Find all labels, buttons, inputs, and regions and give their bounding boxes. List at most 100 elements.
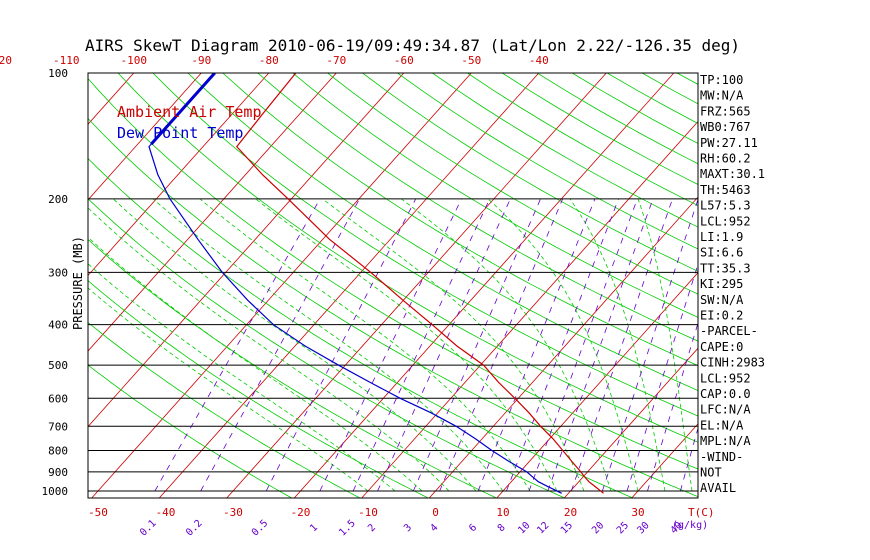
mixing-ratio-line xyxy=(506,198,619,492)
index-item: -WIND- xyxy=(700,450,743,464)
moist-adiabat-line xyxy=(88,236,423,492)
index-item: TT:35.3 xyxy=(700,261,751,275)
isotherm-line xyxy=(88,73,405,428)
isotherm-line xyxy=(0,73,66,500)
dry-adiabat-line xyxy=(782,73,870,500)
index-item: SI:6.6 xyxy=(700,246,743,260)
index-item: FRZ:565 xyxy=(700,104,751,118)
mixing-ratio-tick: 25 xyxy=(615,520,631,536)
dry-adiabat-line xyxy=(187,73,698,391)
dry-adiabat-line xyxy=(327,73,698,295)
dry-adiabat-line xyxy=(88,198,566,498)
bottom-temperature-tick: -50 xyxy=(88,506,108,519)
mixing-ratio-tick: 6 xyxy=(467,522,479,534)
dew-point-temp-upper-line xyxy=(150,73,216,146)
moist-adiabat-line xyxy=(88,263,396,492)
index-item: EL:N/A xyxy=(700,418,744,432)
mixing-ratio-line xyxy=(570,198,673,492)
index-item: CAP:0.0 xyxy=(700,387,751,401)
mixing-ratio-unit-label: (g/kg) xyxy=(672,520,708,531)
mixing-ratio-tick: 30 xyxy=(635,520,651,536)
index-item: MW:N/A xyxy=(700,89,744,103)
dry-adiabat-line xyxy=(117,73,698,443)
mixing-ratio-line xyxy=(528,198,638,492)
pressure-tick: 600 xyxy=(48,392,68,405)
index-item: LFC:N/A xyxy=(700,403,751,417)
index-item: CINH:2983 xyxy=(700,356,765,370)
isotherm-line xyxy=(428,196,698,498)
index-item: PW:27.11 xyxy=(700,136,758,150)
index-item: MPL:N/A xyxy=(700,434,751,448)
dry-adiabat-line xyxy=(817,73,870,500)
isotherm-line xyxy=(361,120,698,498)
mixing-ratio-line xyxy=(547,198,654,492)
top-temperature-tick: -50 xyxy=(461,54,481,67)
mixing-ratio-line xyxy=(626,263,698,492)
isotherm-line xyxy=(88,73,135,125)
dew-point-temp-line xyxy=(148,73,562,494)
legend-dew-point-temp: Dew Point Temp xyxy=(117,124,243,142)
dry-adiabat-line xyxy=(222,73,698,367)
dry-adiabat-line xyxy=(88,238,498,498)
mixing-ratio-line xyxy=(319,198,462,492)
bottom-temperature-tick: 30 xyxy=(631,506,644,519)
bottom-temperature-tick: -30 xyxy=(223,506,243,519)
mixing-ratio-line xyxy=(412,198,541,492)
index-item: TH:5463 xyxy=(700,183,751,197)
moist-adiabat-line xyxy=(88,207,450,492)
index-item: AVAIL xyxy=(700,481,736,495)
top-temperature-tick: -90 xyxy=(191,54,211,67)
mixing-ratio-line xyxy=(601,198,698,492)
legend-ambient-air-temp: Ambient Air Temp xyxy=(117,103,262,121)
pressure-tick: 800 xyxy=(48,444,68,457)
top-temperature-tick: -110 xyxy=(53,54,80,67)
index-item: MAXT:30.1 xyxy=(700,167,765,181)
moist-adiabat-line xyxy=(199,198,531,492)
top-temperature-tick: -80 xyxy=(259,54,279,67)
mixing-ratio-tick: 2 xyxy=(366,522,378,534)
mixing-ratio-tick: 12 xyxy=(535,520,551,536)
isotherm-line xyxy=(765,73,870,500)
moist-adiabat-line xyxy=(401,198,612,492)
moist-adiabat-line xyxy=(322,198,585,492)
index-item: NOT xyxy=(700,466,722,480)
index-item: SW:N/A xyxy=(700,293,744,307)
pressure-tick: 700 xyxy=(48,420,68,433)
dry-adiabat-line xyxy=(852,73,870,500)
isotherm-line xyxy=(293,73,675,498)
pressure-tick: 300 xyxy=(48,266,68,279)
bottom-temperature-tick: -10 xyxy=(358,506,378,519)
dry-adiabat-line xyxy=(88,280,430,498)
index-item: L57:5.3 xyxy=(700,199,751,213)
top-temperature-tick: -120 xyxy=(0,54,12,67)
mixing-ratio-tick: 3 xyxy=(402,522,414,534)
isotherm-line xyxy=(631,423,698,498)
mixing-ratio-tick: 15 xyxy=(559,520,575,536)
top-temperature-tick: -100 xyxy=(121,54,148,67)
index-item: RH:60.2 xyxy=(700,152,751,166)
top-temperature-tick: -60 xyxy=(394,54,414,67)
bottom-temperature-tick: 20 xyxy=(564,506,577,519)
bottom-temperature-tick: 0 xyxy=(432,506,439,519)
isobars xyxy=(88,72,698,492)
mixing-ratio-line xyxy=(200,198,360,492)
dry-adiabat-line xyxy=(88,77,698,470)
mixing-ratio-tick: 0.2 xyxy=(184,518,205,539)
pressure-tick: 100 xyxy=(48,67,68,80)
x-axis-label: T(C) xyxy=(688,506,715,519)
top-temperature-tick: -70 xyxy=(326,54,346,67)
dry-adiabat-line xyxy=(397,73,698,250)
index-item: EI:0.2 xyxy=(700,309,743,323)
index-item: KI:295 xyxy=(700,277,743,291)
dry-adiabat-line xyxy=(747,73,870,500)
index-item: TP:100 xyxy=(700,73,743,87)
bottom-temperature-tick: -20 xyxy=(291,506,311,519)
mixing-ratio-tick: 0.5 xyxy=(250,518,271,539)
mixing-ratio-tick: 1.5 xyxy=(337,518,358,539)
mixing-ratio-tick: 0.1 xyxy=(138,518,159,539)
isotherm-line xyxy=(91,73,472,498)
index-item: -PARCEL- xyxy=(700,324,758,338)
dry-adiabat-line xyxy=(88,364,293,498)
